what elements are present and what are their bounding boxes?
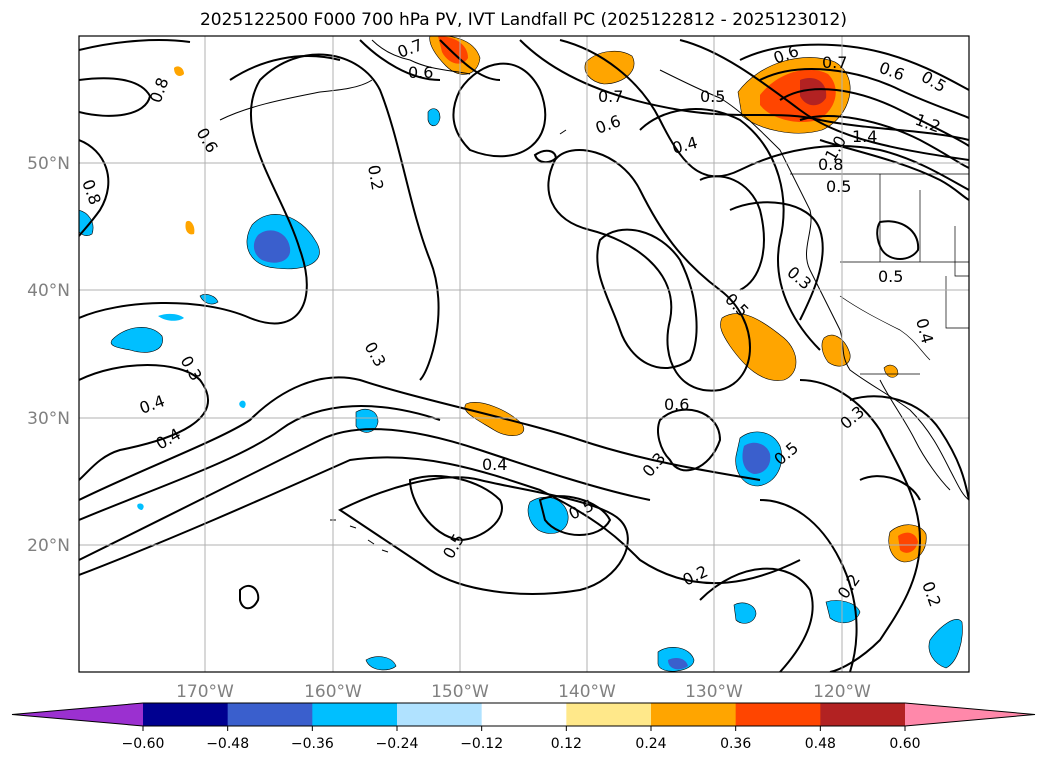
contour-label: 0.7 bbox=[822, 53, 847, 72]
colorbar-extend-min bbox=[12, 703, 143, 726]
map-title: 2025122500 F000 700 hPa PV, IVT Landfall… bbox=[199, 10, 847, 30]
graticule bbox=[79, 36, 969, 672]
contour-label: 0.7 bbox=[598, 87, 623, 106]
contour-label: 0.5 bbox=[700, 87, 725, 106]
colorbar: −0.60 −0.48 −0.36 −0.24 −0.12 0.12 0.24 0.36 0.4… bbox=[11, 702, 1036, 752]
contour-label: 0.8 bbox=[818, 155, 843, 174]
colorbar-segment bbox=[397, 703, 483, 726]
colorbar-segment bbox=[820, 703, 906, 726]
lat-label: 20°N bbox=[27, 536, 70, 556]
colorbar-segment bbox=[566, 703, 652, 726]
colorbar-tick-label: 0.60 bbox=[889, 736, 920, 752]
lon-label: 170°W bbox=[176, 682, 234, 702]
colorbar-tick-label: −0.12 bbox=[460, 736, 503, 752]
lat-labels: 50°N 40°N 30°N 20°N bbox=[27, 154, 70, 556]
colorbar-tick-label: 0.12 bbox=[551, 736, 582, 752]
colorbar-tick-label: 0.48 bbox=[805, 736, 836, 752]
contour-label: 0.6 bbox=[664, 395, 689, 414]
contour-label: 0.2 bbox=[364, 163, 387, 191]
pv-contours bbox=[79, 39, 969, 672]
contour-label: 1.4 bbox=[852, 127, 877, 146]
colorbar-segment bbox=[735, 703, 821, 726]
coastlines bbox=[219, 39, 969, 553]
colorbar-segment bbox=[143, 703, 229, 726]
colorbar-extend-max bbox=[905, 703, 1035, 726]
lon-label: 130°W bbox=[685, 682, 743, 702]
negative-shading bbox=[79, 108, 963, 672]
lat-label: 50°N bbox=[27, 154, 70, 174]
lat-label: 40°N bbox=[27, 281, 70, 301]
political-borders bbox=[790, 173, 969, 375]
lon-label: 140°W bbox=[558, 682, 616, 702]
lon-label: 160°W bbox=[304, 682, 362, 702]
colorbar-segment bbox=[227, 703, 313, 726]
colorbar-tick-label: −0.36 bbox=[291, 736, 334, 752]
map-background bbox=[79, 36, 969, 672]
colorbar-tick-label: −0.48 bbox=[206, 736, 249, 752]
colorbar-segment bbox=[651, 703, 737, 726]
colorbar-tick-label: −0.24 bbox=[376, 736, 419, 752]
colorbar-tick-label: −0.60 bbox=[122, 736, 165, 752]
lat-label: 30°N bbox=[27, 409, 70, 429]
contour-label: 0.5 bbox=[826, 177, 851, 196]
colorbar-tick-label: 0.24 bbox=[635, 736, 666, 752]
lon-label: 150°W bbox=[431, 682, 489, 702]
colorbar-segment bbox=[312, 703, 398, 726]
contour-label: 0.4 bbox=[482, 455, 507, 474]
map-frame bbox=[78, 35, 970, 673]
colorbar-tick-label: 0.36 bbox=[720, 736, 751, 752]
contour-label: 0.5 bbox=[878, 267, 903, 286]
lon-label: 120°W bbox=[813, 682, 871, 702]
lon-labels: 170°W 160°W 150°W 140°W 130°W 120°W bbox=[176, 682, 871, 702]
colorbar-segment bbox=[481, 703, 567, 726]
contour-label: 0.6 bbox=[408, 63, 433, 82]
